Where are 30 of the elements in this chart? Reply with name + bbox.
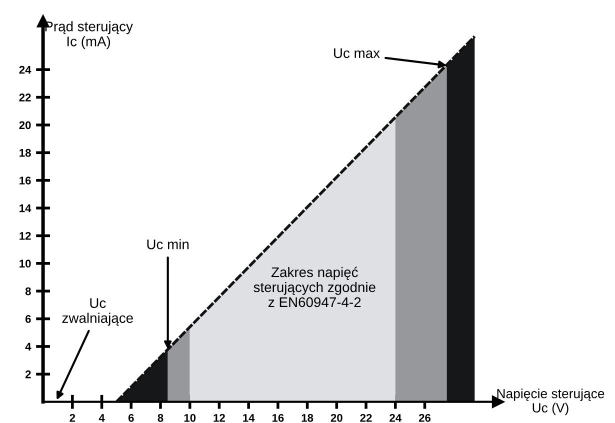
x-tick-label: 20 xyxy=(330,414,342,422)
x-tick-label: 22 xyxy=(360,414,372,422)
annotation: Zakres napięć sterujących zgodnie z EN60947-4-2 xyxy=(254,266,376,308)
x-tick-label: 6 xyxy=(128,414,134,422)
y-tick-label: 24 xyxy=(19,66,32,74)
x-tick-label: 10 xyxy=(184,414,196,422)
y-tick-label: 16 xyxy=(20,176,31,184)
x-tick-label: 8 xyxy=(158,414,164,422)
y-tick-label: 6 xyxy=(25,315,31,323)
x-axis-title: Napięcie sterujące Uc (V) xyxy=(497,388,604,416)
x-tick-label: 24 xyxy=(390,414,402,422)
y-tick-label: 12 xyxy=(20,232,31,240)
annotation: Uc min xyxy=(147,239,189,250)
x-tick-label: 12 xyxy=(214,414,225,422)
y-tick-label: 2 xyxy=(25,370,31,378)
annotation: Uc zwalniające xyxy=(62,298,133,326)
y-tick-label: 10 xyxy=(20,260,31,268)
x-tick-label: 16 xyxy=(272,414,284,422)
y-tick-label: 14 xyxy=(20,204,32,212)
x-tick-label: 14 xyxy=(243,414,255,422)
annotation: Uc max xyxy=(334,48,380,58)
y-tick-label: 4 xyxy=(25,342,32,350)
y-tick-label: 22 xyxy=(19,94,31,102)
x-tick-label: 2 xyxy=(70,414,76,422)
y-tick-label: 8 xyxy=(25,287,31,296)
x-tick-label: 26 xyxy=(418,414,431,422)
x-tick-label: 18 xyxy=(302,414,314,422)
x-tick-label: 4 xyxy=(98,414,105,422)
y-tick-label: 18 xyxy=(20,148,31,157)
y-tick-label: 20 xyxy=(19,121,31,130)
